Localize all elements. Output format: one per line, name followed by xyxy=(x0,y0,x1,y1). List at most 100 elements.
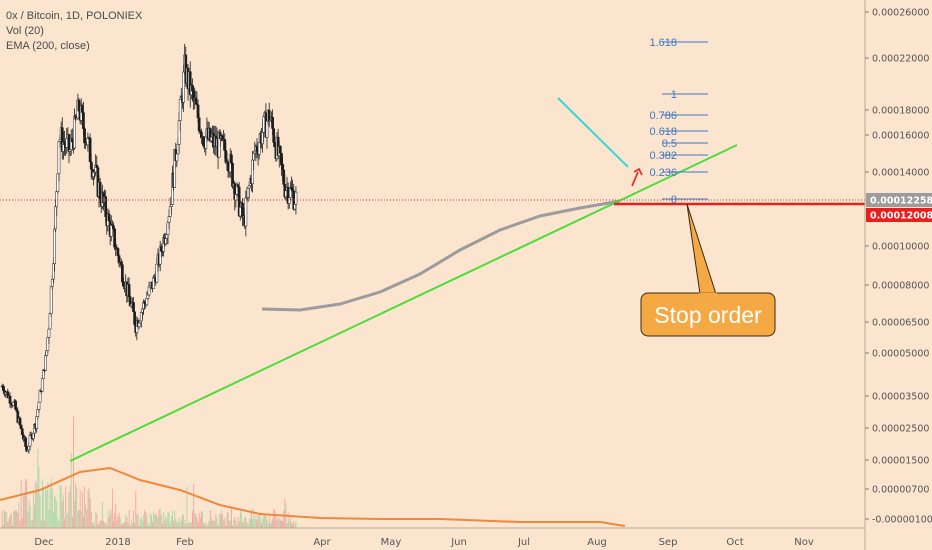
volume-bar xyxy=(247,523,249,528)
volume-bar xyxy=(81,491,83,528)
volume-bar xyxy=(24,493,25,528)
volume-bar xyxy=(146,514,148,528)
volume-bar xyxy=(207,523,209,528)
volume-bar xyxy=(273,508,275,528)
volume-bar xyxy=(248,518,250,528)
volume-bar xyxy=(61,500,63,528)
volume-bar xyxy=(88,487,90,528)
volume-bar xyxy=(1,510,3,528)
time-axis-label: 2018 xyxy=(105,537,130,548)
candle-body xyxy=(244,197,248,227)
volume-bar xyxy=(219,514,221,528)
fib-level-label: 0.618 xyxy=(649,126,677,138)
volume-bar xyxy=(25,478,27,528)
time-axis-label: May xyxy=(381,537,402,548)
volume-bar xyxy=(69,485,71,528)
volume-bar xyxy=(60,485,62,528)
volume-bar xyxy=(93,521,94,528)
volume-bar xyxy=(278,518,280,528)
volume-bar xyxy=(103,520,104,528)
price-axis-label: 0.00002500 xyxy=(872,424,929,435)
price-tag-label: 0.00012008 xyxy=(870,211,932,222)
volume-bar xyxy=(127,522,129,528)
volume-bar xyxy=(187,522,189,528)
volume-bar xyxy=(97,524,99,528)
volume-bar xyxy=(268,516,270,528)
volume-bar xyxy=(158,509,160,528)
volume-bar xyxy=(124,522,126,528)
candle-body xyxy=(18,417,22,426)
volume-bar xyxy=(226,512,228,528)
candle-body xyxy=(53,228,56,264)
volume-bar xyxy=(65,486,67,528)
volume-bar xyxy=(222,513,223,528)
volume-bar xyxy=(269,523,271,528)
time-axis-label: Jul xyxy=(517,537,530,548)
volume-bar xyxy=(242,521,244,528)
volume-bar xyxy=(59,485,61,528)
volume-bar xyxy=(129,525,131,528)
volume-bar xyxy=(175,519,177,528)
volume-bar xyxy=(157,516,159,528)
stop-order-callout-text: Stop order xyxy=(654,302,762,328)
volume-bar xyxy=(5,511,7,528)
volume-bar xyxy=(86,509,88,528)
volume-bar xyxy=(208,521,210,528)
volume-bar xyxy=(149,513,151,528)
volume-bar xyxy=(18,501,20,528)
fib-level-label: 0.236 xyxy=(649,167,677,179)
volume-bar xyxy=(259,512,261,528)
volume-bar xyxy=(11,525,13,528)
volume-bar xyxy=(105,522,107,528)
volume-bar xyxy=(143,514,145,528)
volume-bar xyxy=(114,513,116,528)
volume-bar xyxy=(90,511,92,528)
volume-bar xyxy=(101,501,103,528)
volume-bar xyxy=(121,524,123,528)
volume-bar xyxy=(266,519,268,528)
volume-bar xyxy=(80,510,82,528)
volume-bar xyxy=(119,517,121,528)
volume-bar xyxy=(206,525,208,528)
volume-bar xyxy=(179,522,181,528)
volume-bar xyxy=(271,521,272,528)
volume-bar xyxy=(243,522,245,528)
candle-body xyxy=(44,355,47,371)
volume-bar xyxy=(165,515,167,528)
volume-bar xyxy=(35,480,37,528)
volume-bar xyxy=(29,506,31,528)
volume-bar xyxy=(84,486,86,528)
volume-bar xyxy=(262,518,264,528)
volume-bar xyxy=(51,488,53,528)
volume-bar xyxy=(87,491,89,528)
volume-bar xyxy=(163,511,165,528)
volume-bar xyxy=(154,514,156,528)
price-axis-label: -0.00000100 xyxy=(872,515,932,526)
volume-bar xyxy=(56,500,58,528)
volume-bar xyxy=(9,515,11,528)
volume-bar xyxy=(274,509,276,528)
volume-bar xyxy=(50,478,52,528)
volume-bar xyxy=(205,521,207,528)
volume-bar xyxy=(32,490,34,528)
volume-bar xyxy=(34,505,35,528)
volume-bar xyxy=(99,520,101,528)
volume-bar xyxy=(197,522,199,528)
volume-bar xyxy=(232,525,234,528)
volume-bar xyxy=(125,514,127,528)
volume-bar xyxy=(263,513,265,528)
volume-bar xyxy=(83,516,84,528)
volume-bar xyxy=(227,512,229,528)
volume-bar xyxy=(195,513,197,528)
candle-body xyxy=(19,424,23,429)
volume-bar xyxy=(182,514,183,528)
volume-bar xyxy=(20,480,22,528)
volume-bar xyxy=(139,518,141,528)
volume-bars xyxy=(0,416,626,528)
volume-bar xyxy=(293,519,295,528)
volume-legend: Vol (20) xyxy=(6,25,44,37)
volume-bar xyxy=(202,511,203,528)
volume-bar xyxy=(54,495,56,528)
